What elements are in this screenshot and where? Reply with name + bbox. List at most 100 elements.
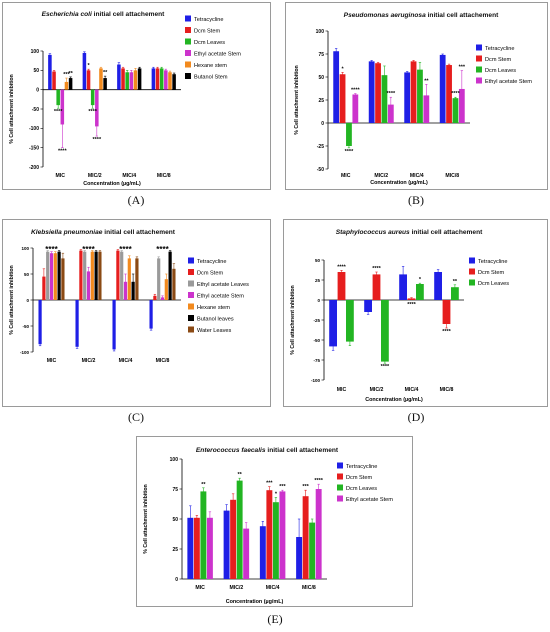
legend-label-c: Dcm Stem xyxy=(197,270,223,276)
x-tick-label-c: MIC xyxy=(47,358,57,364)
bar-a xyxy=(117,64,121,90)
y-tick-label-a: -100 xyxy=(29,126,39,132)
bar-a xyxy=(164,70,168,90)
bar-b xyxy=(346,123,352,146)
y-tick-label-b: 25 xyxy=(318,98,324,104)
bar-e xyxy=(266,490,273,579)
bar-a xyxy=(129,72,134,90)
significance-mark-a: ** xyxy=(68,71,73,77)
legend-label-e: Dcm Leaves xyxy=(346,486,377,492)
bar-a xyxy=(103,78,107,90)
y-tick-label-d: -75 xyxy=(313,358,320,363)
significance-mark-b: **** xyxy=(345,149,354,155)
chart-panel-a: Escherichia coli initial cell attachemen… xyxy=(2,2,271,190)
legend-label-c: Ethyl acetate Leaves xyxy=(197,282,249,288)
panel-letter-c: (C) xyxy=(128,410,144,424)
chart-svg-b: Pseudomonas aeruginosa initial cell atta… xyxy=(294,12,532,186)
significance-mark-e: ** xyxy=(237,472,242,478)
legend-swatch-e xyxy=(337,495,343,502)
legend-swatch-c xyxy=(188,292,194,298)
significance-mark-e: **** xyxy=(314,478,323,484)
chart-title-d: Staphylococcus aureus initial cell attac… xyxy=(336,229,483,236)
x-tick-label-e: MIC/4 xyxy=(266,585,280,591)
bar-c xyxy=(53,253,57,300)
significance-mark-b: **** xyxy=(451,91,460,97)
bar-d xyxy=(381,300,389,362)
legend-swatch-d xyxy=(469,268,475,275)
y-tick-label-b: 0 xyxy=(321,121,324,127)
bar-a xyxy=(137,68,142,90)
bar-c xyxy=(49,253,54,300)
x-tick-label-b: MIC xyxy=(341,173,351,179)
bar-b xyxy=(333,51,340,123)
bar-b xyxy=(423,95,430,123)
legend-swatch-a xyxy=(185,15,191,22)
bar-d xyxy=(442,300,451,324)
bar-a xyxy=(68,78,73,90)
chart-svg-a: Escherichia coli initial cell attachemen… xyxy=(9,11,241,187)
bar-c xyxy=(86,271,91,300)
x-axis-label-e: Concentration (µg/mL) xyxy=(226,599,284,605)
legend-label-c: Tetracycline xyxy=(197,259,227,265)
bar-c xyxy=(157,258,161,300)
significance-mark-e: *** xyxy=(266,481,273,487)
bar-a xyxy=(121,68,125,90)
legend-label-b: Ethyl acetate Stem xyxy=(485,79,532,85)
bar-e xyxy=(315,489,322,579)
panel-letter-e: (E) xyxy=(267,612,283,626)
legend-swatch-d xyxy=(469,257,475,264)
x-axis-label-a: Concentration (µg/mL) xyxy=(83,181,141,187)
bar-e xyxy=(243,528,250,579)
significance-mark-c: **** xyxy=(119,245,132,254)
bar-c xyxy=(131,281,135,300)
x-tick-label-a: MIC/8 xyxy=(157,173,171,179)
y-tick-label-e: 50 xyxy=(172,517,178,523)
bar-c xyxy=(120,251,124,300)
significance-mark-a: **** xyxy=(54,109,63,115)
legend-label-b: Dcm Leaves xyxy=(485,68,516,74)
bar-a xyxy=(151,68,156,90)
bar-b xyxy=(404,72,411,123)
bar-c xyxy=(38,300,42,345)
bar-c xyxy=(168,251,172,300)
x-tick-label-d: MIC xyxy=(337,387,347,393)
significance-mark-a: ** xyxy=(103,70,108,76)
bar-a xyxy=(133,70,138,90)
x-tick-label-c: MIC/4 xyxy=(119,358,133,364)
bar-d xyxy=(434,272,442,300)
bar-d xyxy=(451,287,459,300)
bar-c xyxy=(116,250,120,300)
bar-d xyxy=(364,300,372,312)
legend-swatch-a xyxy=(185,50,191,56)
bar-e xyxy=(206,517,213,579)
bar-e xyxy=(272,502,279,579)
bar-e xyxy=(309,522,316,579)
panel-letter-a: (A) xyxy=(127,193,145,207)
bar-a xyxy=(125,72,129,90)
chart-svg-c: Klebsiella pneumoniae initial cell attac… xyxy=(9,229,249,364)
bar-c xyxy=(135,258,139,300)
y-axis-label-e: % Cell attachment inhibition xyxy=(143,484,149,553)
significance-mark-d: ** xyxy=(453,279,458,285)
legend-swatch-b xyxy=(476,44,482,51)
significance-mark-b: **** xyxy=(351,88,360,94)
x-tick-label-d: MIC/4 xyxy=(405,387,419,393)
significance-mark-b: *** xyxy=(459,65,466,71)
significance-mark-d: **** xyxy=(407,302,416,308)
bar-b xyxy=(439,54,446,123)
legend-swatch-c xyxy=(188,269,194,275)
bar-c xyxy=(127,258,131,300)
y-tick-label-b: 100 xyxy=(316,29,325,35)
significance-mark-e: ** xyxy=(201,482,206,488)
bar-c xyxy=(42,276,46,300)
legend-swatch-c xyxy=(188,280,194,287)
y-tick-label-b: -50 xyxy=(317,167,324,173)
bar-b xyxy=(410,61,417,123)
legend-swatch-e xyxy=(337,473,343,480)
bar-b xyxy=(452,98,459,123)
y-tick-label-a: -50 xyxy=(32,107,39,113)
bar-a xyxy=(172,74,176,90)
chart-title-b: Pseudomonas aeruginosa initial cell atta… xyxy=(344,12,499,19)
bar-a xyxy=(99,68,103,90)
chart-panel-e: Enterococcus faecalis initial cell attac… xyxy=(136,436,413,607)
